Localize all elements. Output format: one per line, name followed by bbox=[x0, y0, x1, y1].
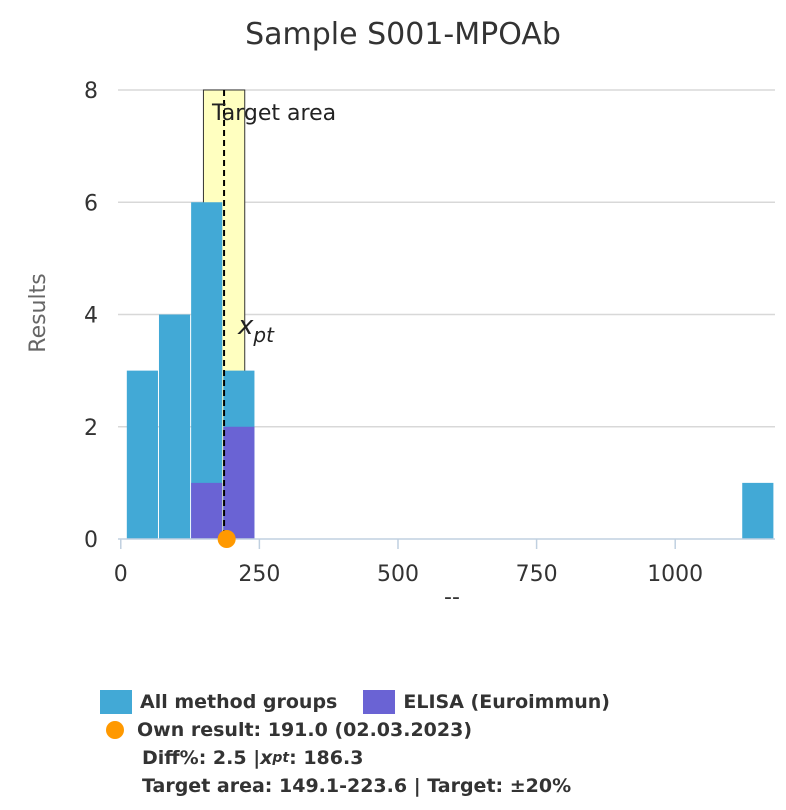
y-tick-label: 2 bbox=[84, 416, 98, 441]
legend-xpt-value: : 186.3 bbox=[289, 747, 364, 769]
chart-title: Sample S001-MPOAb bbox=[245, 17, 561, 52]
bar-elisa bbox=[223, 426, 255, 539]
x-tick-label: 500 bbox=[377, 562, 419, 587]
x-tick-label: 1000 bbox=[647, 562, 703, 587]
legend-row-own-result: Own result: 191.0 (02.03.2023) bbox=[100, 716, 760, 744]
y-tick-label: 6 bbox=[84, 191, 98, 216]
legend-own-result-dot bbox=[106, 721, 124, 739]
x-tick-label: 0 bbox=[114, 562, 128, 587]
bars bbox=[126, 202, 774, 539]
bar-elisa bbox=[191, 482, 223, 539]
own-result-marker-layer bbox=[217, 530, 236, 548]
xpt-label: xpt bbox=[237, 311, 275, 347]
axes: 0 2 4 6 8 0 250 500 750 1000 bbox=[84, 79, 775, 587]
xpt-label-main: x bbox=[237, 311, 254, 341]
bar-all-groups bbox=[126, 370, 158, 539]
y-tick-label: 4 bbox=[84, 304, 98, 329]
y-tick-label: 0 bbox=[84, 528, 98, 553]
legend-row-diff: Diff%: 2.5 | x pt: 186.3 bbox=[142, 744, 760, 772]
bar-all-groups bbox=[742, 482, 774, 539]
x-tick-label: 250 bbox=[238, 562, 280, 587]
y-tick-label: 8 bbox=[84, 79, 98, 104]
y-axis-title: Results bbox=[26, 273, 51, 352]
legend-own-result[interactable]: Own result: 191.0 (02.03.2023) bbox=[137, 719, 473, 741]
legend-all-groups[interactable]: All method groups bbox=[140, 691, 338, 713]
legend-xpt-main: x bbox=[260, 747, 273, 769]
xpt-label-sub: pt bbox=[252, 323, 275, 347]
x-axis-title: -- bbox=[444, 585, 460, 610]
legend: All method groups ELISA (Euroimmun) Own … bbox=[100, 688, 760, 800]
target-area-label: Target area bbox=[211, 101, 336, 126]
legend-elisa[interactable]: ELISA (Euroimmun) bbox=[403, 691, 610, 713]
legend-swatch-elisa bbox=[363, 690, 396, 714]
legend-row-series: All method groups ELISA (Euroimmun) bbox=[100, 688, 760, 716]
legend-diff-prefix: Diff%: 2.5 | bbox=[142, 747, 261, 769]
own-result-marker bbox=[217, 530, 236, 548]
legend-target: Target area: 149.1-223.6 | Target: ±20% bbox=[142, 775, 572, 797]
legend-row-target: Target area: 149.1-223.6 | Target: ±20% bbox=[142, 772, 760, 800]
legend-xpt-sub: pt bbox=[272, 750, 290, 766]
bar-all-groups bbox=[158, 314, 191, 539]
legend-swatch-all-groups bbox=[100, 690, 132, 714]
x-tick-label: 750 bbox=[516, 562, 558, 587]
